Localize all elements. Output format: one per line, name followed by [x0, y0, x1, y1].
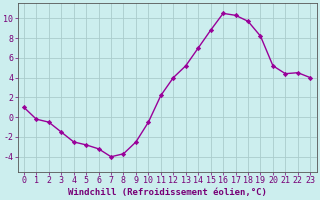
X-axis label: Windchill (Refroidissement éolien,°C): Windchill (Refroidissement éolien,°C): [68, 188, 267, 197]
